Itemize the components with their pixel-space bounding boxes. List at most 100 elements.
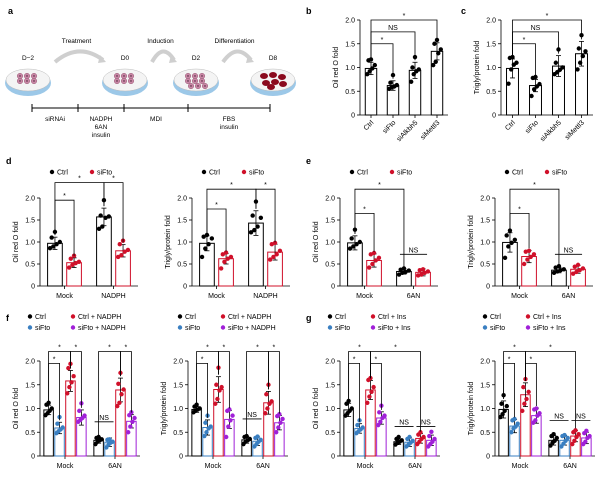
y-axis-label: Oil red O fold: [13, 388, 20, 429]
data-point: [351, 244, 356, 249]
panel-label: d: [6, 156, 12, 166]
significance-label: NS: [554, 413, 564, 420]
data-point: [213, 401, 218, 406]
data-point: [396, 272, 402, 277]
data-point: [247, 436, 252, 442]
panel-label: f: [6, 313, 10, 323]
data-point: [355, 422, 360, 428]
data-point: [531, 252, 537, 257]
stage-arrow-label: Treatment: [62, 38, 92, 45]
stage-arrow-label: Differentiation: [215, 38, 255, 45]
data-point: [54, 242, 59, 247]
legend-marker: [220, 325, 226, 330]
data-point: [502, 408, 507, 414]
y-tick-label: 1.5: [173, 382, 183, 389]
legend-label: siFto: [185, 325, 200, 332]
legend-marker: [525, 325, 531, 330]
data-point: [126, 430, 131, 435]
data-point: [506, 81, 511, 86]
data-point: [217, 388, 222, 393]
significance-label: *: [403, 13, 406, 20]
timeline-treatment-label: insulin: [92, 132, 111, 139]
y-axis-label: Oil red O fold: [313, 221, 320, 262]
adipocyte-icon: [267, 84, 275, 90]
data-point: [570, 271, 576, 276]
legend-marker: [370, 325, 376, 330]
panel-g-trigly-chart: 0 0.5 1.0 1.5 2.0 Trigly/protein fold Mock 6AN *…: [455, 305, 610, 480]
y-tick-label: 2.0: [480, 196, 490, 203]
x-tick-label: 6AN: [256, 463, 270, 470]
panel-g-oil-chart: g 0 0.5 1.0 1.5 2.0 Oil red O fold Mock 6AN * * * * N…: [300, 305, 455, 480]
y-tick-label: 0.5: [486, 89, 496, 96]
y-tick-label: 0: [31, 454, 35, 461]
panel-label: g: [306, 313, 312, 323]
data-point: [199, 254, 205, 260]
significance-label: *: [230, 182, 233, 189]
data-point: [406, 268, 412, 273]
significance-label: NS: [409, 247, 419, 254]
data-point: [203, 246, 208, 251]
panel-label: b: [306, 6, 312, 16]
legend-label: siFto + Ins: [533, 325, 566, 332]
data-point: [522, 401, 527, 406]
data-point: [369, 389, 374, 395]
data-point: [572, 438, 577, 443]
data-point: [526, 248, 532, 253]
legend-label: siFto: [35, 325, 50, 332]
y-tick-label: 2.0: [345, 18, 355, 25]
significance-label: *: [112, 176, 115, 183]
data-point: [49, 406, 54, 411]
data-point: [349, 236, 354, 241]
y-axis-label: Trigly/protein fold: [474, 41, 481, 95]
y-tick-label: 1.5: [25, 218, 35, 225]
data-point: [506, 244, 511, 249]
x-tick-label: Ctrl: [504, 119, 517, 132]
legend-label: siFto + NADPH: [78, 325, 126, 332]
data-point: [514, 60, 519, 65]
data-point: [396, 434, 401, 440]
significance-label: *: [523, 37, 526, 44]
data-point: [224, 434, 229, 440]
adipocyte-icon: [262, 80, 270, 86]
data-point: [204, 232, 210, 238]
y-tick-label: 0.5: [480, 430, 490, 437]
data-point: [76, 259, 82, 264]
y-tick-label: 1.0: [173, 406, 183, 413]
panel-a-workflow: a Treatment Induction Differentiation D−2 D…: [0, 0, 300, 150]
significance-label: *: [223, 345, 226, 352]
legend-marker: [482, 314, 488, 319]
data-point: [556, 264, 562, 269]
data-point: [357, 239, 363, 245]
chart-e2-svg: 0 0.5 1.0 1.5 2.0 Trigly/protein fold Mock 6AN *…: [468, 170, 593, 300]
data-point: [107, 437, 112, 442]
legend-label: siFto + Ins: [378, 325, 411, 332]
panel-e-oil-chart: e 0 0.5 1.0 1.5 2.0 Oil red O fold Mock 6AN * * NS C…: [300, 150, 455, 310]
x-tick-label: 6AN: [562, 293, 576, 300]
significance-label: *: [125, 345, 128, 352]
cell-nucleus: [194, 80, 196, 82]
data-point: [263, 411, 268, 416]
data-point: [580, 53, 586, 59]
data-point: [399, 438, 404, 443]
data-point: [115, 254, 121, 260]
chart-d1-svg: d 0 0.5 1.0 1.5 2.0 Oil red O fold Mock NADPH * * *…: [6, 156, 138, 300]
data-point: [382, 413, 387, 418]
legend-marker: [27, 314, 33, 319]
stage-label: D8: [269, 55, 278, 62]
significance-label: *: [546, 13, 549, 20]
legend-marker: [27, 325, 33, 330]
significance-label: NS: [399, 420, 409, 427]
data-point: [208, 424, 213, 429]
adipocyte-icon: [269, 72, 277, 78]
data-point: [47, 245, 53, 251]
data-point: [250, 213, 255, 218]
panel-e-trigly-chart: 0 0.5 1.0 1.5 2.0 Trigly/protein fold Mock 6AN *…: [455, 150, 610, 310]
data-point: [371, 384, 376, 390]
y-tick-label: 1.0: [345, 65, 355, 72]
panel-b-chart: b 0 0.5 1.0 1.5 2.0 Oil red O fold Ctrl siFto siA…: [300, 0, 455, 155]
x-tick-label: Mock: [511, 293, 528, 300]
y-tick-label: 2.0: [173, 359, 183, 366]
data-point: [376, 422, 381, 428]
data-point: [372, 62, 378, 68]
